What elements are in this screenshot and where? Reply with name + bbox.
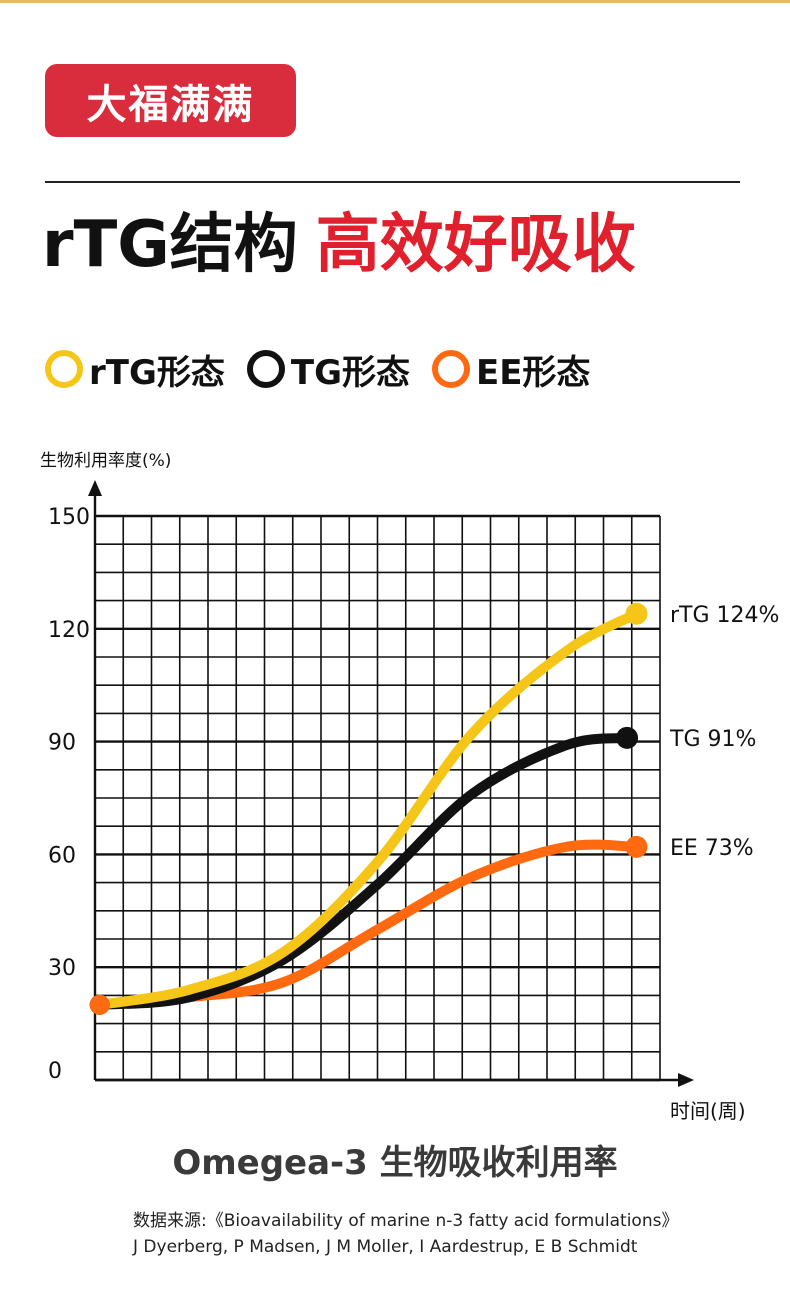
- series-line-rtg: [94, 608, 642, 1010]
- y-tick-label: 60: [48, 843, 76, 868]
- y-tick-label: 150: [48, 505, 90, 530]
- source-line-2: J Dyerberg, P Madsen, J M Moller, I Aard…: [133, 1237, 638, 1257]
- legend: rTG形态 TG形态 EE形态: [45, 345, 612, 393]
- y-tick-label: 0: [48, 1059, 62, 1084]
- series-start-point-ee: [89, 994, 110, 1015]
- legend-label-ee: EE形态: [475, 352, 591, 393]
- series-end-point-ee: [625, 835, 648, 858]
- brand-logo-text: 大福满满: [86, 81, 255, 128]
- legend-item-tg: TG形态: [246, 345, 410, 394]
- top-accent-strip: [0, 0, 790, 3]
- chart-title: Omegea-3 生物吸收利用率: [172, 1143, 618, 1183]
- headline-black: rTG结构: [42, 208, 298, 282]
- legend-label-tg: TG形态: [290, 352, 410, 393]
- series-end-point-rtg: [625, 602, 648, 625]
- y-tick-label: 90: [48, 731, 76, 756]
- series-end-point-tg: [616, 726, 639, 749]
- x-axis-arrow-icon: [678, 1073, 694, 1087]
- brand-logo: 大福满满: [45, 64, 296, 137]
- data-source: 数据来源:《Bioavailability of marine n-3 fatt…: [133, 1208, 678, 1260]
- ring-icon: [246, 350, 285, 388]
- ring-icon: [45, 350, 83, 388]
- x-axis-label: 时间(周): [670, 1099, 746, 1123]
- headline: rTG结构 高效好吸收: [42, 198, 636, 293]
- header-divider: [45, 181, 740, 183]
- y-axis-label: 生物利用率度(%): [40, 451, 171, 471]
- series-end-label-ee: EE 73%: [670, 836, 754, 861]
- legend-label-rtg: rTG形态: [89, 352, 225, 393]
- legend-item-rtg: rTG形态: [45, 345, 225, 394]
- legend-item-ee: EE形态: [431, 345, 591, 394]
- y-axis-arrow-icon: [88, 480, 102, 496]
- ring-icon: [431, 350, 470, 388]
- bioavailability-chart: 150 120 90 60 30 0 生物利用率度(%) 时间(周) rTG 124% TG 91…: [40, 451, 779, 1123]
- y-tick-label: 30: [48, 956, 76, 981]
- series-end-label-tg: TG 91%: [669, 727, 756, 752]
- series-line-tg: [94, 732, 633, 1010]
- series-end-label-rtg: rTG 124%: [670, 603, 779, 628]
- source-line-1: 数据来源:《Bioavailability of marine n-3 fatt…: [133, 1211, 679, 1231]
- y-tick-label: 120: [48, 618, 90, 643]
- headline-red: 高效好吸收: [315, 208, 636, 282]
